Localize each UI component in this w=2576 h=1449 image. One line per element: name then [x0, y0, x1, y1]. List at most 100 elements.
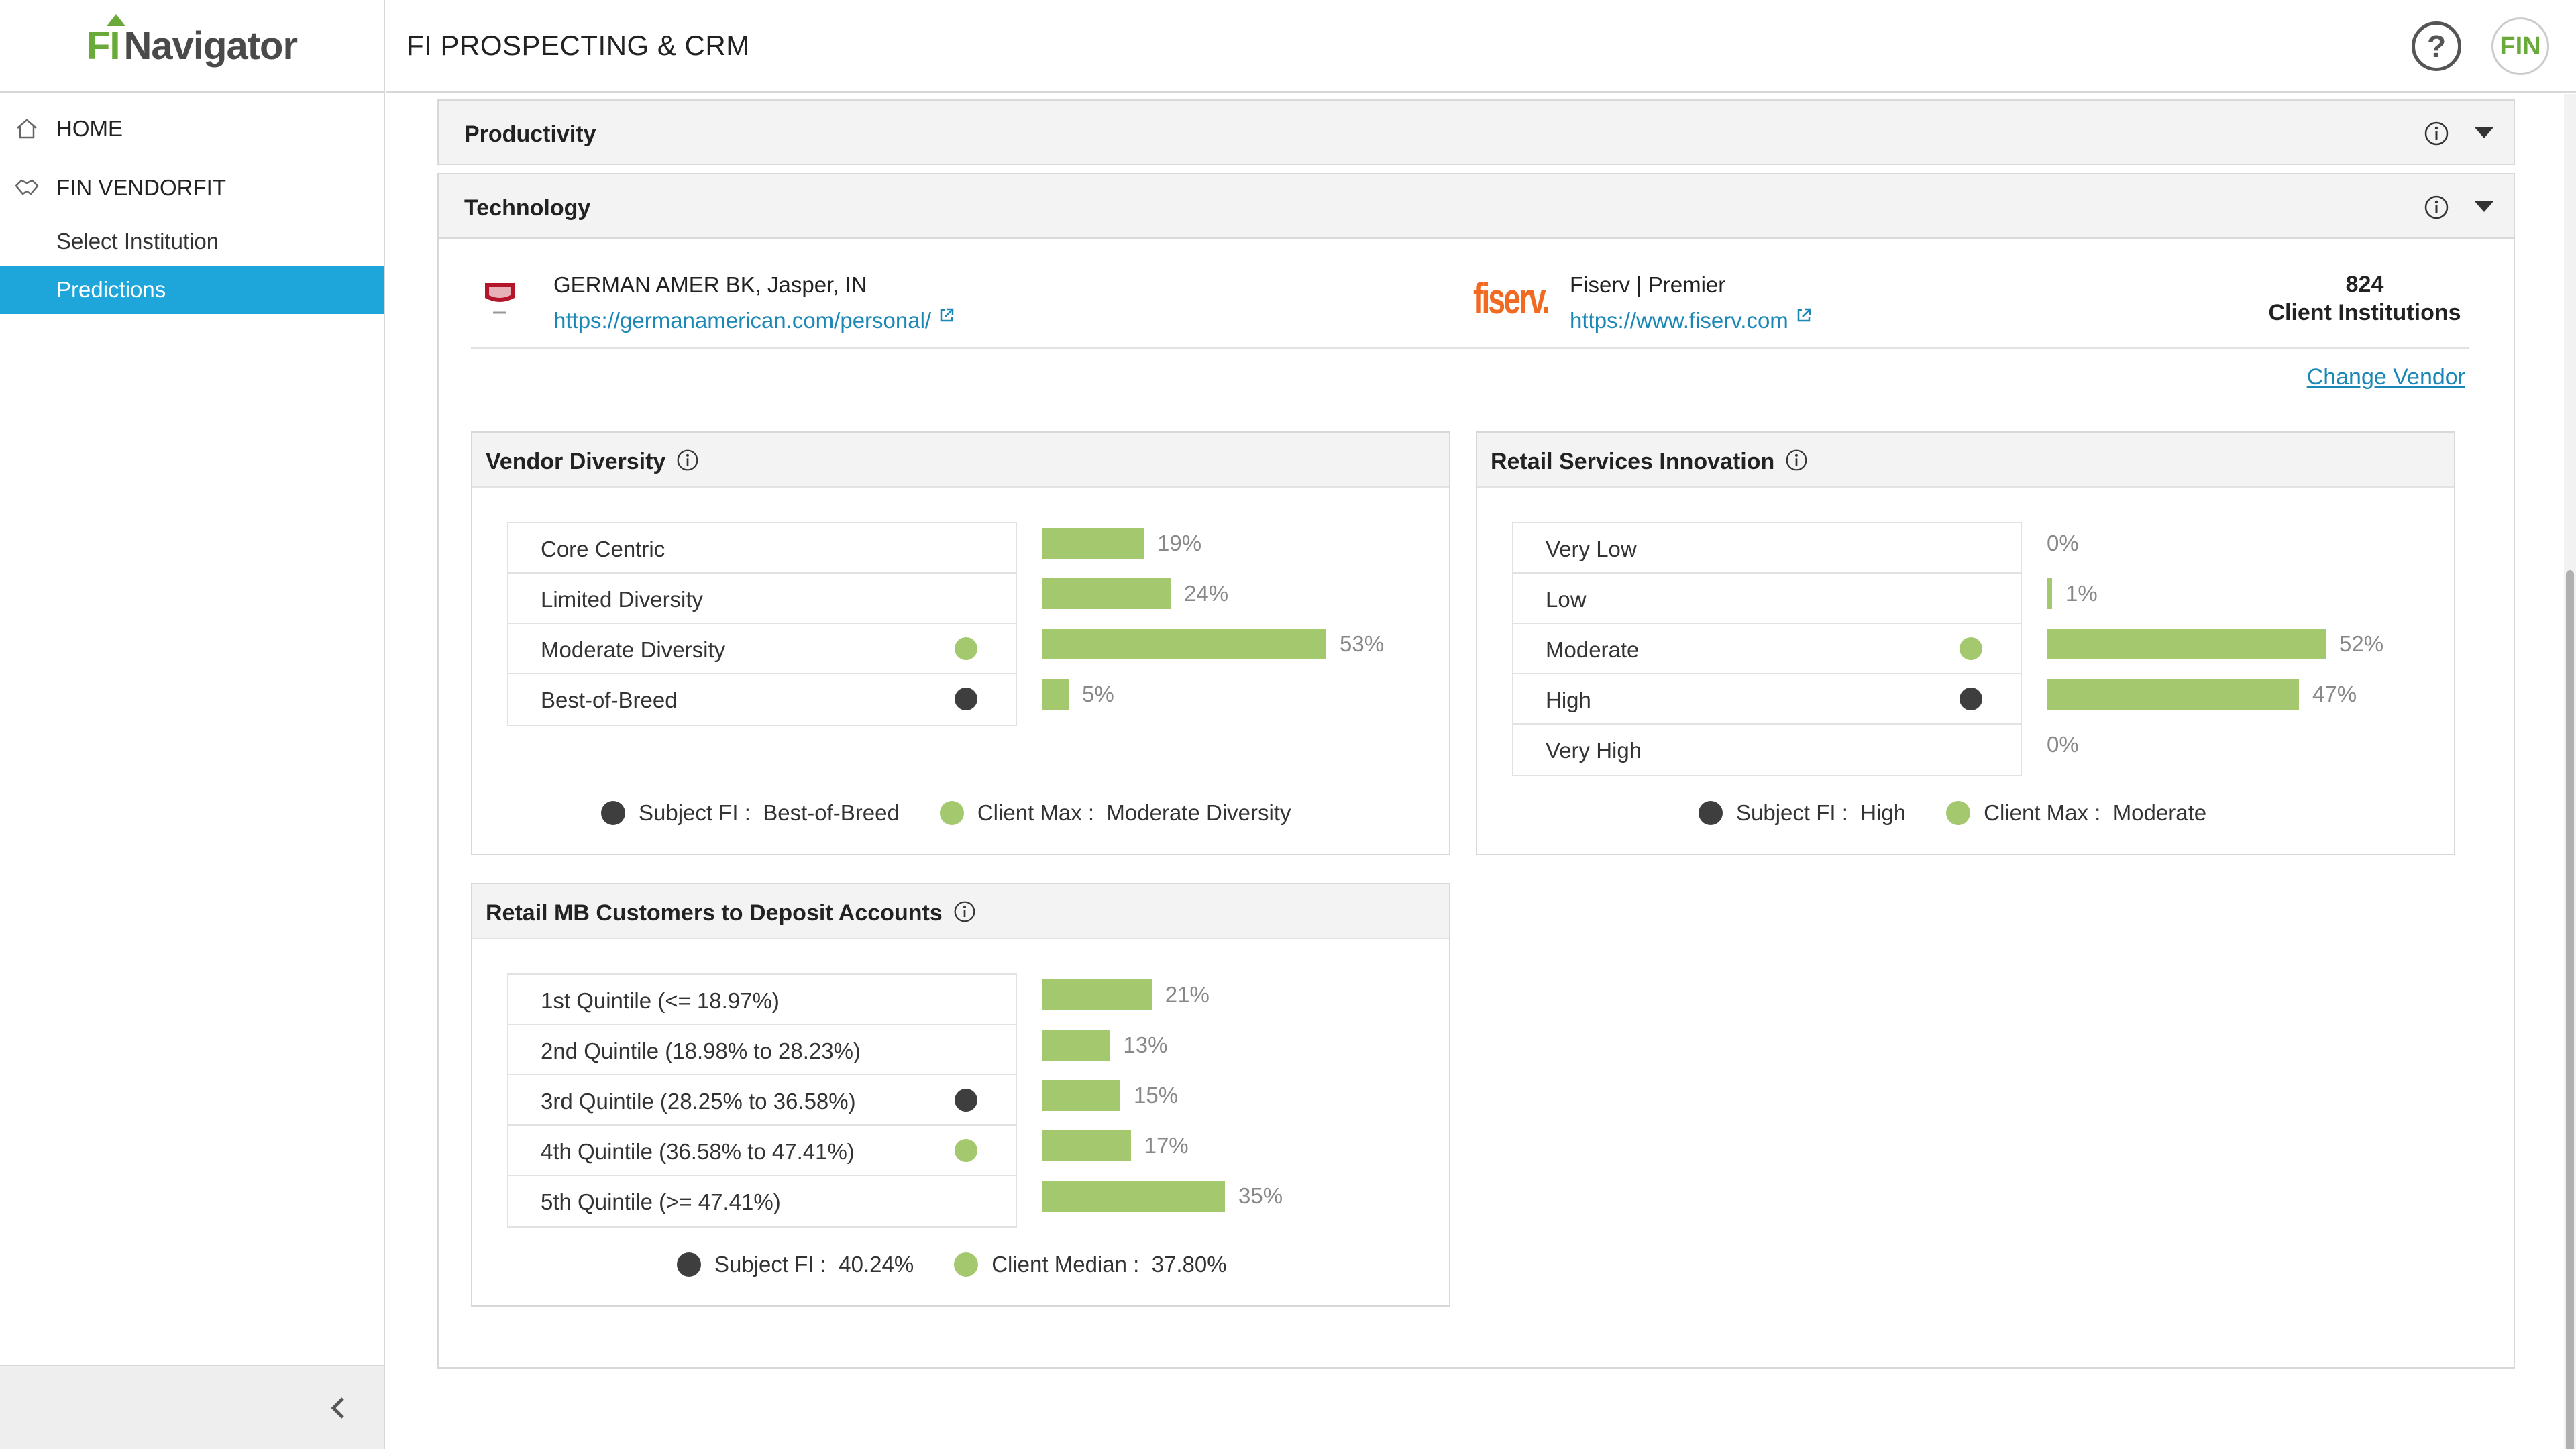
table-row: Moderate Diversity	[508, 624, 1016, 674]
row-label: Very Low	[1546, 537, 1637, 561]
row-label: Low	[1546, 587, 1587, 612]
bar	[2047, 679, 2299, 710]
card-header: Retail Services Innovation	[1477, 433, 2454, 488]
client-median-legend-dot	[954, 1252, 979, 1277]
sidebar-item-predictions[interactable]: Predictions	[0, 266, 384, 314]
external-link-icon[interactable]	[938, 304, 955, 322]
institution-url-text[interactable]: https://germanamerican.com/personal/	[553, 308, 932, 333]
sidebar-item-label: Select Institution	[56, 229, 219, 254]
row-label: Core Centric	[541, 537, 665, 561]
table-row: 5th Quintile (>= 47.41%)	[508, 1176, 1016, 1226]
subject-fi-marker	[955, 1089, 977, 1112]
bar-value-label: 13%	[1123, 1032, 1168, 1057]
change-vendor-link[interactable]: Change Vendor	[2306, 364, 2465, 390]
scrollbar-thumb[interactable]	[2566, 570, 2574, 1449]
legend-client-label: Client Max :	[1984, 800, 2101, 825]
technology-panel	[437, 239, 2515, 1368]
info-icon[interactable]	[2424, 121, 2449, 146]
card-title-text: Retail Services Innovation	[1491, 449, 1775, 474]
info-icon[interactable]	[1785, 449, 1808, 472]
client-median-marker	[955, 1139, 977, 1162]
sidebar-item-label: FIN VENDORFIT	[56, 175, 226, 200]
sidebar-item-fin-vendorfit[interactable]: FIN VENDORFIT	[0, 158, 384, 217]
bar-value-label: 19%	[1157, 531, 1202, 555]
bar	[1042, 979, 1152, 1010]
subject-fi-marker	[955, 688, 977, 710]
section-productivity[interactable]: Productivity	[437, 99, 2515, 165]
table-row: Very High	[1513, 724, 2021, 775]
retail-services-innovation-card: Retail Services Innovation Very Low Low …	[1476, 431, 2455, 855]
legend-client-label: Client Median :	[991, 1252, 1140, 1277]
chart-legend: Subject FI : Best-of-Breed Client Max : …	[601, 800, 1291, 826]
scrollbar[interactable]	[2564, 94, 2576, 1449]
sidebar-item-home[interactable]: HOME	[0, 99, 384, 158]
home-icon	[13, 115, 40, 142]
logo-navigator: Navigator	[123, 23, 299, 68]
bar-value-label: 0%	[2047, 531, 2079, 555]
vendor-diversity-card: Vendor Diversity Core Centric Limited Di…	[471, 431, 1450, 855]
sidebar: FI Navigator HOME FIN VENDORFIT Select In…	[0, 0, 385, 1449]
subject-fi-legend-dot	[1699, 801, 1723, 825]
bar-value-label: 0%	[2047, 732, 2079, 757]
table-row: Low	[1513, 574, 2021, 624]
bar-value-label: 35%	[1238, 1183, 1283, 1208]
table-row: High	[1513, 674, 2021, 724]
institution-url-link[interactable]: https://germanamerican.com/personal/	[553, 304, 955, 333]
sidebar-item-label: HOME	[56, 116, 123, 141]
row-label: Moderate Diversity	[541, 637, 726, 662]
legend-client-value: Moderate Diversity	[1106, 800, 1291, 825]
bar-value-label: 15%	[1134, 1083, 1179, 1108]
bar-value-label: 1%	[2065, 581, 2098, 606]
client-count: 824	[2345, 272, 2384, 297]
retail-mb-customers-card: Retail MB Customers to Deposit Accounts …	[471, 883, 1450, 1307]
chevron-left-icon[interactable]	[325, 1395, 352, 1421]
bar-value-label: 47%	[2312, 682, 2357, 706]
row-label: 4th Quintile (36.58% to 47.41%)	[541, 1139, 855, 1164]
avatar[interactable]: FIN	[2491, 17, 2549, 75]
chart-legend: Subject FI : 40.24% Client Median : 37.8…	[677, 1252, 1227, 1277]
info-icon[interactable]	[2424, 195, 2449, 220]
table-row: Core Centric	[508, 523, 1016, 574]
card-title: Retail MB Customers to Deposit Accounts	[486, 900, 976, 926]
retail-innovation-table: Very Low Low Moderate High Very High	[1512, 522, 2022, 776]
bar	[1042, 1130, 1131, 1161]
bar	[1042, 629, 1326, 659]
row-label: Moderate	[1546, 637, 1640, 662]
caret-down-icon[interactable]	[2475, 201, 2493, 212]
mb-customers-table: 1st Quintile (<= 18.97%) 2nd Quintile (1…	[507, 973, 1017, 1228]
section-title: Technology	[464, 195, 591, 221]
legend-subject-label: Subject FI :	[714, 1252, 826, 1277]
caret-down-icon[interactable]	[2475, 127, 2493, 138]
logo-fi: FI	[86, 13, 125, 68]
vendor-url-link[interactable]: https://www.fiserv.com	[1570, 304, 1813, 333]
row-label: 1st Quintile (<= 18.97%)	[541, 988, 780, 1013]
divider	[471, 347, 2469, 349]
info-icon[interactable]	[953, 900, 976, 923]
vendor-logo: fiserv.	[1473, 274, 1550, 323]
institution-logo	[480, 278, 520, 318]
help-button[interactable]: ?	[2412, 21, 2461, 71]
sidebar-collapse-bar[interactable]	[0, 1365, 384, 1449]
table-row: 2nd Quintile (18.98% to 28.23%)	[508, 1025, 1016, 1075]
vendor-url-text[interactable]: https://www.fiserv.com	[1570, 308, 1788, 333]
legend-subject-value: Best-of-Breed	[763, 800, 900, 825]
client-max-marker	[1960, 637, 1982, 660]
subject-fi-legend-dot	[677, 1252, 701, 1277]
top-header: FI PROSPECTING & CRM ? FIN	[386, 0, 2576, 93]
table-row: Best-of-Breed	[508, 674, 1016, 724]
legend-subject-value: 40.24%	[839, 1252, 914, 1277]
bar	[1042, 679, 1069, 710]
subject-fi-marker	[1960, 688, 1982, 710]
card-title-text: Vendor Diversity	[486, 449, 666, 474]
client-max-marker	[955, 637, 977, 660]
external-link-icon[interactable]	[1795, 304, 1813, 322]
bar	[1042, 1080, 1120, 1111]
bar	[1042, 528, 1144, 559]
row-label: Very High	[1546, 738, 1642, 763]
bar-value-label: 52%	[2339, 631, 2384, 656]
sidebar-item-select-institution[interactable]: Select Institution	[0, 217, 384, 266]
info-icon[interactable]	[676, 449, 699, 472]
section-technology[interactable]: Technology	[437, 173, 2515, 239]
app-logo[interactable]: FI Navigator	[0, 0, 384, 93]
legend-subject-label: Subject FI :	[1736, 800, 1848, 825]
